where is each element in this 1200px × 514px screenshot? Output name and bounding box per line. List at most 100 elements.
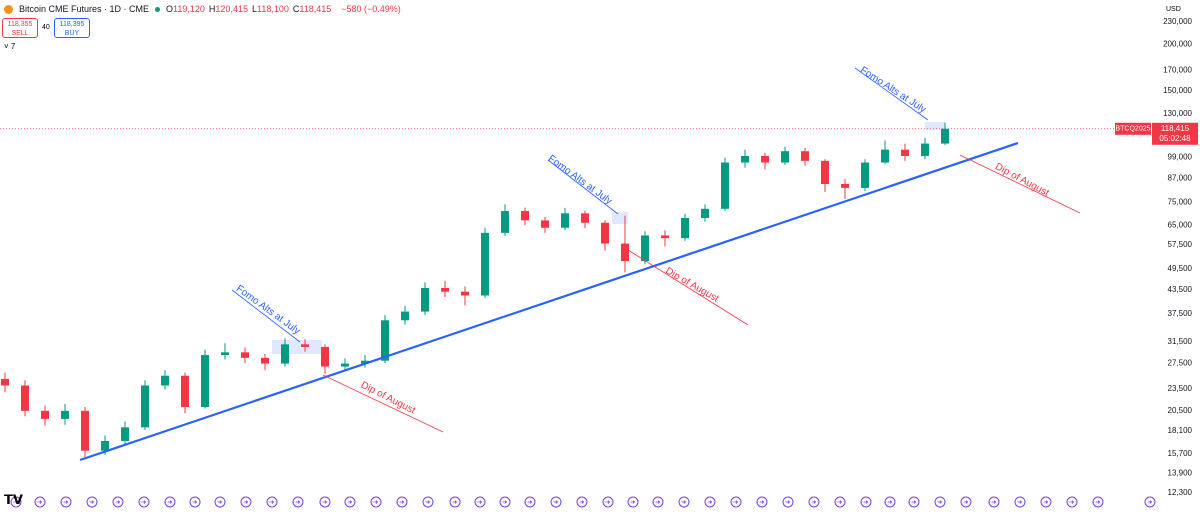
annotation: Dip of August <box>359 380 417 417</box>
event-arrow <box>1017 500 1023 504</box>
candle-body <box>561 213 569 228</box>
candle-body <box>461 291 469 296</box>
annotation: Fomo Alts at July <box>546 153 614 207</box>
candle-body <box>901 149 909 156</box>
buy-button[interactable]: 118,395 BUY <box>54 18 90 38</box>
symbol[interactable]: Bitcoin CME Futures · 1D · CME <box>19 4 150 14</box>
highlight <box>272 340 322 354</box>
candle-body <box>921 143 929 156</box>
event-arrow <box>553 500 559 504</box>
event-arrow <box>837 500 843 504</box>
event-arrow <box>759 500 765 504</box>
annotation: Dip of August <box>993 161 1051 199</box>
sell-button[interactable]: 118,355 SELL <box>2 18 38 38</box>
sell-label: SELL <box>11 30 29 37</box>
candle-body <box>361 360 369 364</box>
candle-body <box>601 222 609 244</box>
event-arrow <box>911 500 917 504</box>
event-arrow <box>243 500 249 504</box>
price-badge <box>1152 122 1198 145</box>
event-arrow <box>630 500 636 504</box>
annotation-line <box>854 67 929 121</box>
event-arrow <box>502 500 508 504</box>
ohlc-value: 118,415 <box>299 4 332 14</box>
candle-body <box>301 344 309 347</box>
y-tick-label: 65,000 <box>1168 220 1193 229</box>
candle-body <box>181 375 189 407</box>
highlight <box>612 212 628 224</box>
y-tick-label: 150,000 <box>1163 86 1192 95</box>
annotation-line <box>627 249 749 326</box>
y-tick-label: 15,700 <box>1168 449 1193 458</box>
event-arrow <box>322 500 328 504</box>
y-tick-label: 27,500 <box>1168 359 1193 368</box>
trend-line <box>79 141 1019 462</box>
y-tick-label: 20,500 <box>1168 406 1193 415</box>
candle-body <box>621 243 629 262</box>
header: Bitcoin CME Futures · 1D · CME O119,120 H… <box>4 4 401 14</box>
candle-body <box>781 151 789 163</box>
candle-body <box>81 410 89 451</box>
annotation-line <box>547 159 619 215</box>
candle-body <box>281 344 289 364</box>
candle-body <box>941 128 949 144</box>
ohlc-value: 118,100 <box>256 4 289 14</box>
annotation-line <box>959 154 1081 214</box>
y-tick-label: 230,000 <box>1163 17 1192 26</box>
coin-icon <box>4 4 13 14</box>
y-tick-label: 75,000 <box>1168 197 1193 206</box>
ohlc-value: 119,120 <box>173 4 205 14</box>
y-tick-label: 57,500 <box>1168 240 1193 249</box>
ohlc-key: L <box>251 4 257 14</box>
buy-price: 118,395 <box>59 21 85 28</box>
annotation: Fomo Alts at July <box>858 65 928 116</box>
y-tick-label: 13,900 <box>1168 468 1193 477</box>
event-arrow <box>63 500 69 504</box>
candle-body <box>881 149 889 163</box>
spread: 40 <box>42 24 50 31</box>
candle-body <box>761 155 769 163</box>
highlight <box>925 122 945 130</box>
candle-body <box>541 220 549 228</box>
candle-body <box>401 311 409 321</box>
ohlc: O119,120 H120,415 L118,100 C118,415 <box>166 4 335 14</box>
indicators-toggle[interactable]: ˅ 7 <box>4 42 16 51</box>
currency[interactable]: USD <box>1166 6 1181 13</box>
y-tick-label: 31,500 <box>1168 337 1193 346</box>
event-arrow <box>167 500 173 504</box>
candle-body <box>441 288 449 292</box>
event-arrow <box>811 500 817 504</box>
logo: 𝗧𝗩 <box>4 492 23 507</box>
event-arrow <box>115 500 121 504</box>
annotation-line <box>231 289 301 343</box>
candle-body <box>21 385 29 411</box>
candle-body <box>381 320 389 361</box>
event-arrow <box>37 500 43 504</box>
y-tick-label: 12,300 <box>1168 488 1193 497</box>
candle-body <box>741 155 749 163</box>
event-arrow <box>13 500 19 504</box>
y-tick-label: 170,000 <box>1163 66 1192 75</box>
y-tick-label: 49,500 <box>1168 264 1193 273</box>
candle-body <box>841 184 849 188</box>
event-arrow <box>887 500 893 504</box>
candle-body <box>221 352 229 356</box>
candle-body <box>641 235 649 262</box>
event-arrow <box>477 500 483 504</box>
candle-body <box>421 288 429 312</box>
y-tick-label: 99,000 <box>1168 153 1193 162</box>
event-arrow <box>863 500 869 504</box>
candle-body <box>1 378 9 386</box>
event-arrow <box>89 500 95 504</box>
annotation: Fomo Alts at July <box>234 283 302 337</box>
candle-body <box>701 208 709 218</box>
ohlc-key: O <box>166 4 174 14</box>
annotation: Dip of August <box>663 265 720 304</box>
ohlc-key: H <box>208 4 216 14</box>
event-arrow <box>217 500 223 504</box>
event-arrow <box>991 500 997 504</box>
candle-body <box>501 211 509 233</box>
event-arrow <box>733 500 739 504</box>
event-arrow <box>1043 500 1049 504</box>
